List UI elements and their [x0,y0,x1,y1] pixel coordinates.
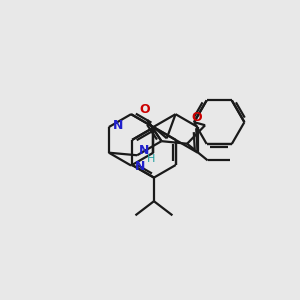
Text: N: N [139,144,149,157]
Text: H: H [146,154,155,164]
Text: O: O [139,103,150,116]
Text: N: N [135,160,146,173]
Text: O: O [191,111,202,124]
Text: N: N [113,119,123,132]
